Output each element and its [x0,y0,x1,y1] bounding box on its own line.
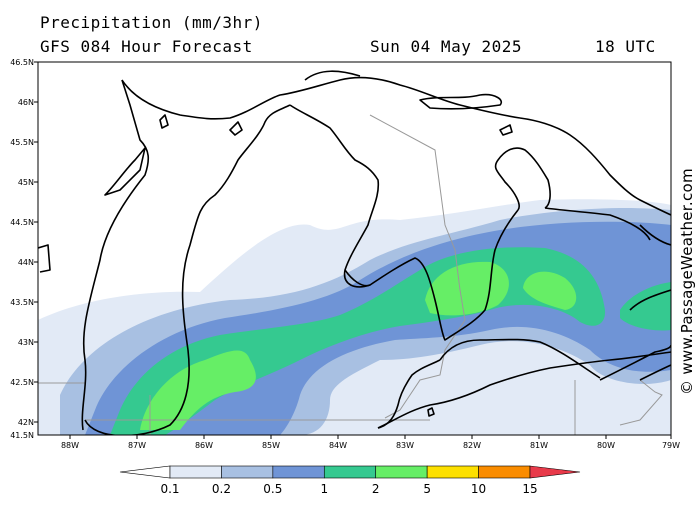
lat-labels: 46.5N 46N 45.5N 45N 44.5N 44N 43.5N 43N … [10,58,34,440]
colorbar-segment [478,465,531,479]
lake-ontario-west-shore [639,224,671,381]
lat-label: 44N [18,258,34,267]
island-manitoulin [419,93,502,110]
lake-michigan-east-shore [84,104,291,435]
island-bois-blanc [499,124,513,136]
lon-label: 79W [662,441,680,450]
lon-label: 88W [61,441,79,450]
lat-label: 46N [18,98,34,107]
map-frame [37,61,672,436]
door-peninsula [104,147,146,196]
lon-label: 82W [463,441,481,450]
colorbar-label: 5 [423,482,431,496]
colorbar-segment [426,465,479,479]
lat-label: 45.5N [10,138,34,147]
colorbar-label: 0.5 [263,482,282,496]
map-area [38,62,671,435]
lake-erie-south-shore [377,351,671,429]
georgian-bay [544,207,651,241]
lat-label: 43N [18,338,34,347]
colorbar-segment [323,465,377,479]
lon-labels: 88W 87W 86W 85W 84W 83W 82W 81W 80W 79W [61,441,680,450]
watermark-text: © www.PassageWeather.com [678,168,696,395]
colorbar-label: 2 [372,482,380,496]
forecast-date: Sun 04 May 2025 [370,37,522,56]
colorbar-label: 1 [320,482,328,496]
lon-label: 84W [329,441,347,450]
colorbar-label: 10 [471,482,486,496]
colorbar-label: 0.1 [160,482,179,496]
lat-label: 42N [18,418,34,427]
island-erie [427,407,435,417]
colorbar-label: 15 [522,482,537,496]
lat-label: 43.5N [10,298,34,307]
lat-label: 46.5N [10,58,34,67]
coastlines [38,70,671,435]
borders [38,114,663,435]
lon-label: 87W [128,441,146,450]
precip-band-2-east [523,271,577,310]
colorbar-segment [272,465,325,479]
lat-label: 42.5N [10,378,34,387]
lon-label: 86W [195,441,213,450]
colorbar-segment [221,465,274,479]
upper-peninsula [121,70,521,120]
lon-axis [69,435,672,439]
forecast-label: GFS 084 Hour Forecast [40,37,253,56]
lake-erie-north-shore [439,289,671,381]
lon-label: 85W [262,441,280,450]
lon-label: 83W [396,441,414,450]
lat-label: 44.5N [10,218,34,227]
chart-title: Precipitation (mm/3hr) [40,13,263,32]
colorbar-segment [375,465,428,479]
colorbar-segment [119,465,171,479]
island-north-lake-michigan [159,114,169,129]
saginaw-bay [344,269,371,287]
island-beaver [229,121,243,136]
lon-label: 80W [597,441,615,450]
colorbar-segment [169,465,222,479]
colorbar-legend: 0.1 0.2 0.5 1 2 5 10 15 [119,465,581,496]
colorbar-label: 0.2 [212,482,231,496]
lake-huron-east-shore [494,117,671,216]
lat-label: 45N [18,178,34,187]
lat-label: 41.5N [10,431,34,440]
lat-axis [34,61,38,423]
precip-band-2 [140,350,256,430]
lake-michigan-west-shore [38,79,150,431]
lake-st-clair [377,359,441,429]
lon-label: 81W [530,441,548,450]
forecast-time: 18 UTC [595,37,656,56]
colorbar-segment [529,465,581,479]
